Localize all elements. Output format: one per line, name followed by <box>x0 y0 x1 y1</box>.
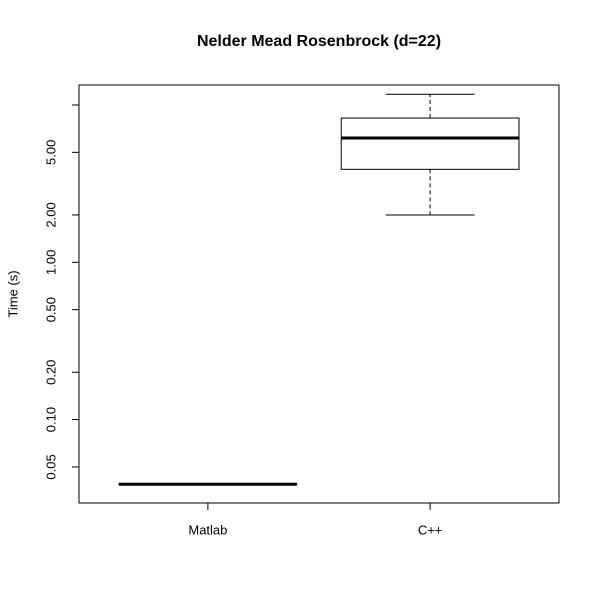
x-tick-label: C++ <box>418 522 443 537</box>
y-tick-label: 0.05 <box>43 454 58 479</box>
y-tick-label: 2.00 <box>43 202 58 227</box>
y-tick-label: 1.00 <box>43 250 58 275</box>
y-tick-label: 0.20 <box>43 360 58 385</box>
chart-title: Nelder Mead Rosenbrock (d=22) <box>197 33 441 50</box>
y-tick-label: 5.00 <box>43 140 58 165</box>
x-tick-label: Matlab <box>188 522 227 537</box>
y-axis-label: Time (s) <box>5 270 20 317</box>
plot-frame <box>78 84 560 504</box>
box <box>340 117 520 170</box>
y-tick-label: 0.50 <box>43 297 58 322</box>
y-tick-label: 0.10 <box>43 407 58 432</box>
